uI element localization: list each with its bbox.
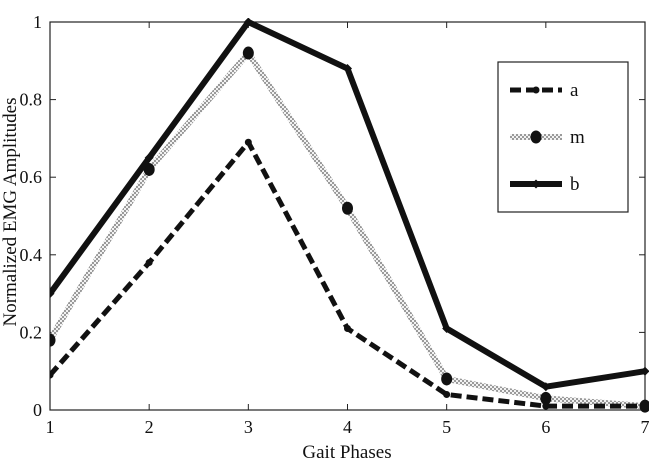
- x-tick-label: 5: [442, 417, 451, 437]
- legend-entry-a: a: [510, 80, 579, 101]
- x-tick-label: 2: [145, 417, 154, 437]
- series-a: [50, 138, 649, 410]
- series-m-point: [50, 333, 56, 347]
- y-tick-label: 1: [33, 12, 42, 32]
- legend-label: b: [570, 174, 580, 195]
- legend-marker: [530, 130, 542, 144]
- series-b-point: [343, 64, 352, 74]
- y-tick-label: 0.6: [20, 167, 43, 187]
- series-a-point: [244, 138, 252, 146]
- series-b-point: [50, 289, 55, 299]
- series-a-point: [641, 402, 649, 410]
- x-axis-title: Gait Phases: [302, 442, 391, 463]
- series-m-point: [242, 46, 254, 60]
- x-tick-label: 6: [541, 417, 550, 437]
- y-tick-label: 0.8: [20, 90, 43, 110]
- series-layer: [50, 18, 649, 413]
- legend-entry-b: b: [510, 174, 580, 195]
- x-tick-label: 4: [343, 417, 352, 437]
- series-b-point: [541, 382, 551, 392]
- legend-label: m: [570, 127, 585, 148]
- legend-label: a: [570, 80, 579, 101]
- series-a-point: [344, 325, 351, 333]
- series-m-point: [342, 201, 353, 215]
- series-m-point: [540, 391, 552, 405]
- x-tick-label: 7: [641, 417, 649, 437]
- series-b-point: [243, 18, 253, 27]
- series-b-point: [640, 366, 649, 376]
- legend-marker: [532, 86, 540, 94]
- y-tick-label: 0.2: [20, 322, 43, 342]
- y-tick-label: 0: [33, 400, 42, 420]
- y-axis-title: Normalized EMG Amplitudes: [0, 97, 21, 326]
- series-a-point: [443, 390, 451, 398]
- series-m-point: [441, 372, 453, 386]
- series-m: [50, 46, 649, 413]
- legend-entry-m: m: [510, 127, 585, 148]
- x-tick-label: 3: [244, 417, 253, 437]
- y-tick-label: 0.4: [20, 245, 43, 265]
- series-b-point: [144, 153, 154, 163]
- x-tick-label: 1: [46, 417, 55, 437]
- series-a-point: [542, 402, 550, 410]
- legend-marker: [531, 179, 541, 189]
- series-b: [50, 18, 649, 392]
- legend: a m b: [497, 61, 629, 213]
- series-a-point: [50, 371, 54, 379]
- axes: 1 2 3 4 5 6 7 0 0.2 0.4 0.6 0.8 1: [20, 12, 649, 437]
- series-b-point: [442, 324, 452, 334]
- series-a-point: [145, 259, 153, 267]
